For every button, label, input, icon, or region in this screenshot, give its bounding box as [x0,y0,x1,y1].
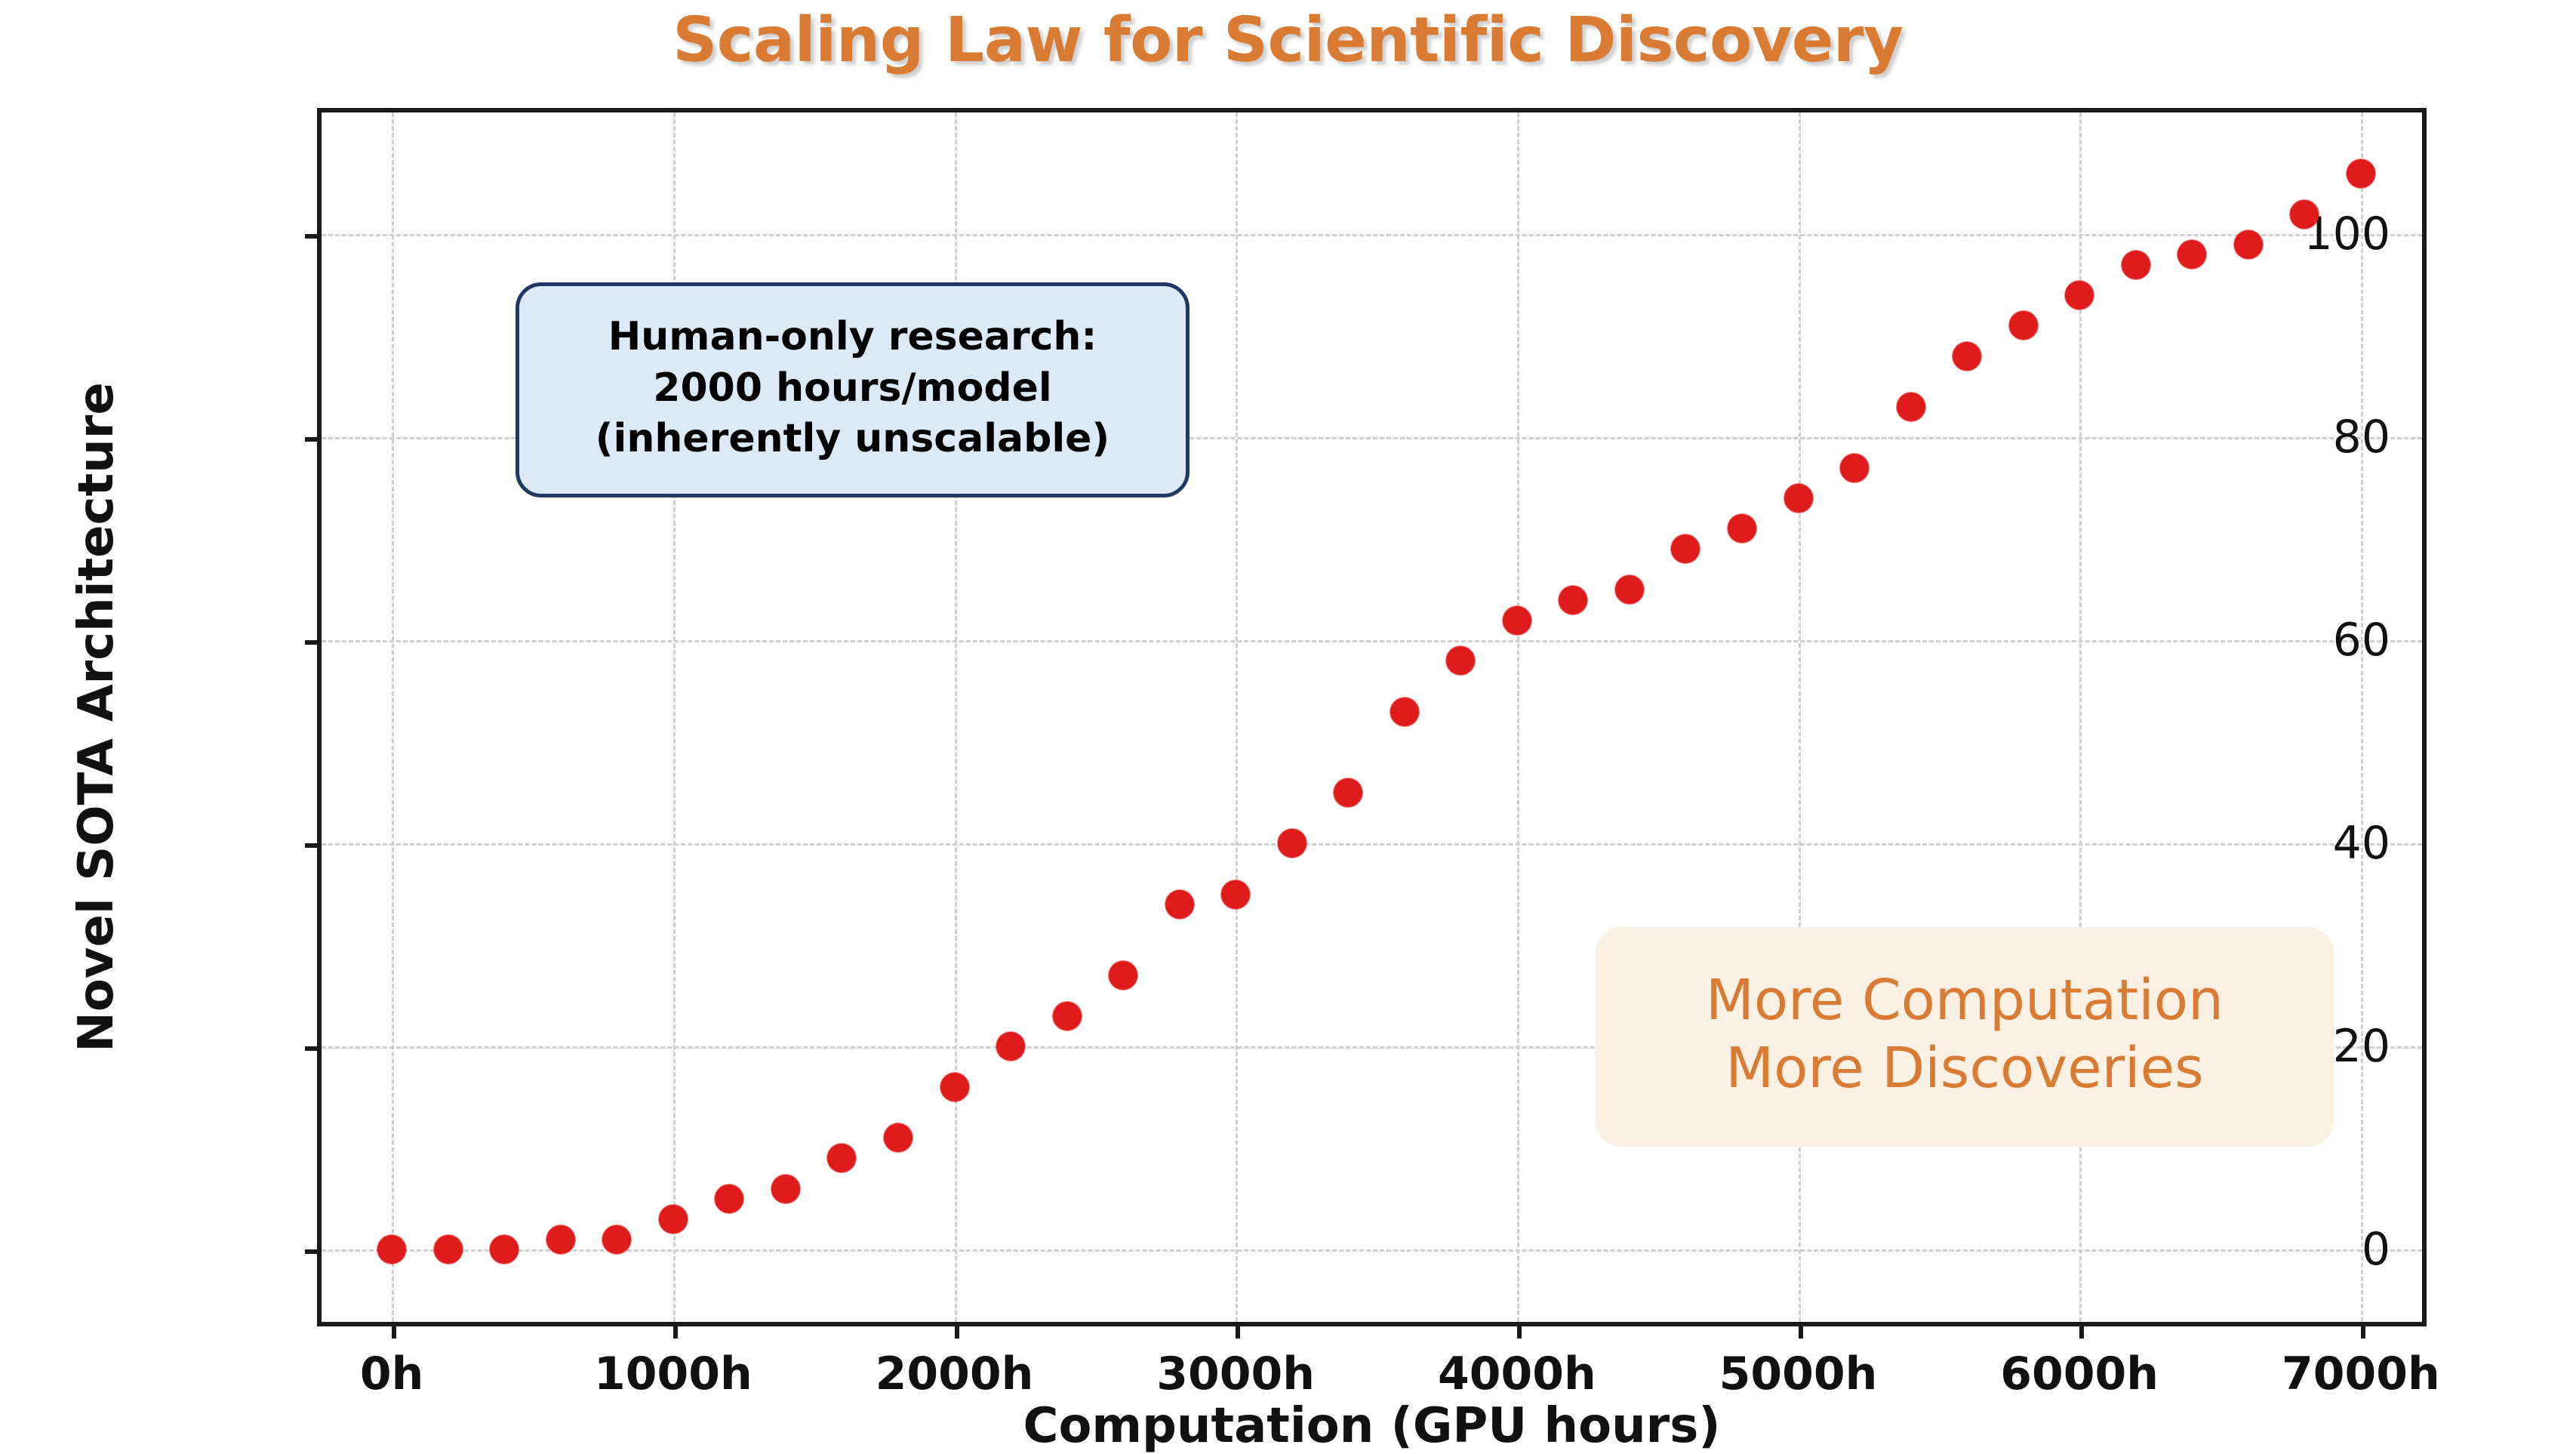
annotation-human-only-research: Human-only research: 2000 hours/model (i… [516,282,1190,498]
data-point [1390,697,1419,726]
x-axis-label: Computation (GPU hours) [1023,1398,1721,1454]
x-tick-label: 0h [359,1348,424,1400]
data-point [996,1032,1026,1061]
gridline-horizontal [322,843,2422,846]
data-point [1559,585,1588,615]
data-point [883,1123,913,1153]
gridline-vertical [1516,112,1519,1322]
data-point [1840,453,1870,482]
data-point [771,1174,800,1203]
annotation-line: (inherently unscalable) [595,416,1110,462]
data-point [2290,199,2319,229]
x-tick-label: 4000h [1437,1348,1596,1400]
y-tick-mark [305,1046,322,1052]
data-point [1446,646,1476,676]
data-point [1784,484,1813,513]
annotation-more-computation: More Computation More Discoveries [1596,927,2334,1147]
x-tick-mark [954,1322,959,1338]
y-tick-label: 40 [2332,817,2390,870]
x-tick-mark [2360,1322,2365,1338]
y-tick-label: 80 [2332,411,2390,464]
data-point [658,1205,688,1234]
x-tick-mark [672,1322,678,1338]
data-point [1277,829,1306,858]
y-tick-label: 60 [2332,614,2390,667]
annotation-line: Human-only research: [608,314,1097,359]
y-tick-label: 20 [2332,1020,2390,1074]
y-tick-label: 0 [2361,1223,2390,1277]
x-tick-label: 5000h [1719,1348,1878,1400]
x-tick-mark [1798,1322,1803,1338]
data-point [2177,240,2207,270]
data-point [490,1235,519,1265]
data-point [377,1235,407,1265]
data-point [1052,1002,1082,1031]
data-point [1109,961,1138,990]
data-point [715,1184,744,1214]
x-tick-label: 2000h [875,1348,1034,1400]
data-point [1727,514,1756,544]
data-point [602,1225,632,1254]
data-point [1953,341,1982,371]
y-tick-mark [305,1249,322,1255]
y-tick-mark [305,234,322,239]
gridline-vertical [392,112,395,1322]
gridline-horizontal [322,234,2422,237]
data-point [1334,778,1363,808]
data-point [2233,229,2263,259]
data-point [1502,605,1531,635]
y-tick-mark [305,640,322,645]
x-tick-label: 6000h [2000,1348,2159,1400]
data-point [2346,159,2375,188]
x-tick-label: 7000h [2281,1348,2440,1400]
chart-title: Scaling Law for Scientific Discovery [672,5,1904,76]
gridline-horizontal [322,1249,2422,1252]
x-tick-label: 3000h [1156,1348,1316,1400]
data-point [1221,879,1251,909]
data-point [546,1225,575,1254]
data-point [1614,575,1644,605]
data-point [1896,393,1925,422]
x-tick-mark [1236,1322,1241,1338]
callout-line: More Discoveries [1725,1036,2204,1101]
data-point [940,1073,969,1102]
gridline-vertical [1236,112,1239,1322]
data-point [827,1144,857,1173]
x-tick-mark [392,1322,397,1338]
data-point [2008,311,2038,340]
data-point [1671,534,1700,564]
x-tick-mark [1516,1322,1522,1338]
y-tick-mark [305,437,322,442]
data-point [1165,890,1194,920]
x-tick-mark [2079,1322,2085,1338]
data-point [433,1235,463,1265]
callout-line: More Computation [1706,968,2224,1033]
annotation-line: 2000 hours/model [653,365,1052,411]
y-tick-mark [305,843,322,849]
gridline-vertical [2360,112,2363,1322]
data-point [2121,250,2150,279]
gridline-horizontal [322,640,2422,643]
x-tick-label: 1000h [593,1348,752,1400]
y-axis-label: Novel SOTA Architecture [69,382,125,1052]
data-point [2065,281,2094,310]
